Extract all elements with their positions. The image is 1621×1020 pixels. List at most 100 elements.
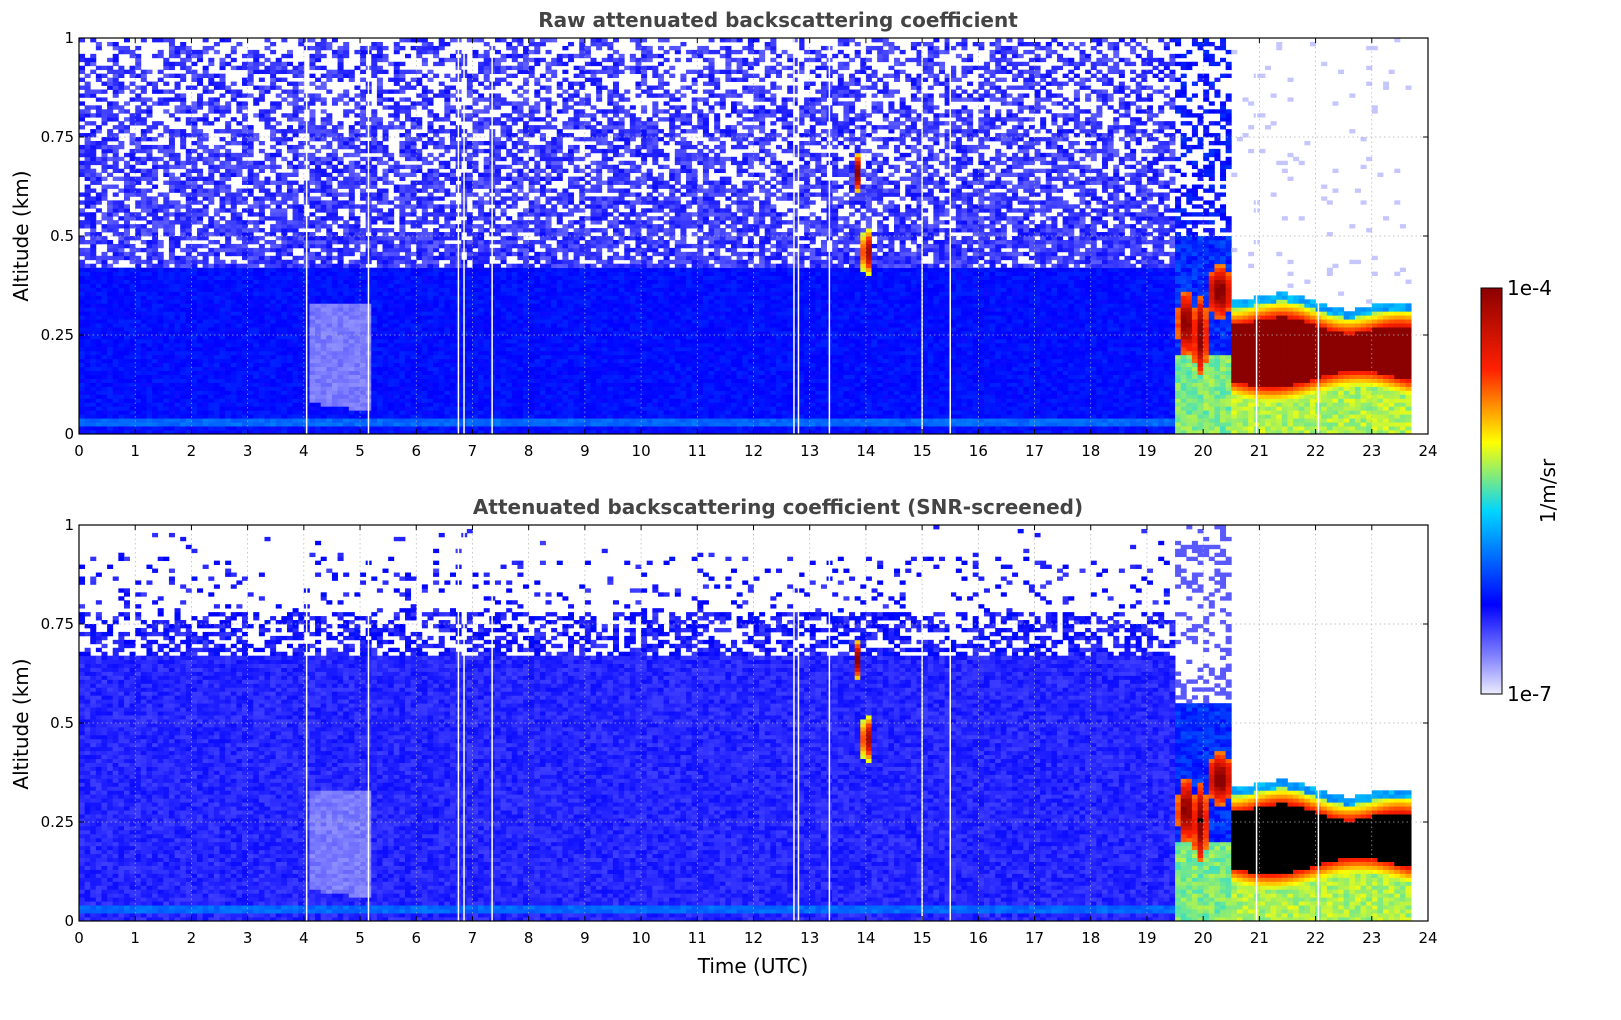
heatmap-cell — [191, 371, 197, 375]
heatmap-cell — [85, 410, 91, 414]
heatmap-cell — [270, 137, 276, 141]
heatmap-cell — [101, 379, 107, 383]
heatmap-cell — [90, 113, 96, 117]
heatmap-cell — [253, 220, 259, 224]
heatmap-cell — [135, 284, 141, 288]
heatmap-cell — [163, 276, 169, 280]
heatmap-cell — [118, 248, 124, 252]
heatmap-cell — [203, 323, 209, 327]
heatmap-cell — [135, 383, 141, 387]
heatmap-cell — [141, 169, 147, 173]
heatmap-cell — [85, 145, 91, 149]
heatmap-cell — [113, 161, 119, 165]
heatmap-cell — [197, 173, 203, 177]
heatmap-cell — [259, 109, 265, 113]
heatmap-cell — [85, 133, 91, 137]
heatmap-cell — [220, 38, 226, 42]
heatmap-cell — [124, 414, 130, 418]
heatmap-cell — [96, 315, 102, 319]
heatmap-cell — [253, 307, 259, 311]
heatmap-cell — [130, 181, 136, 185]
heatmap-cell — [231, 414, 237, 418]
heatmap-cell — [191, 188, 197, 192]
heatmap-cell — [163, 311, 169, 315]
heatmap-cell — [264, 363, 270, 367]
heatmap-cell — [130, 216, 136, 220]
heatmap-cell — [158, 327, 164, 331]
heatmap-cell — [90, 386, 96, 390]
heatmap-cell — [175, 86, 181, 90]
heatmap-cell — [180, 105, 186, 109]
heatmap-cell — [141, 315, 147, 319]
heatmap-cell — [79, 303, 85, 307]
heatmap-cell — [231, 347, 237, 351]
heatmap-cell — [191, 117, 197, 121]
heatmap-cell — [248, 208, 254, 212]
heatmap-cell — [85, 109, 91, 113]
heatmap-cell — [118, 355, 124, 359]
heatmap-cell — [158, 165, 164, 169]
heatmap-cell — [225, 177, 231, 181]
heatmap-cell — [259, 228, 265, 232]
heatmap-cell — [135, 422, 141, 426]
heatmap-cell — [169, 177, 175, 181]
heatmap-cell — [124, 351, 130, 355]
heatmap-cell — [242, 244, 248, 248]
heatmap-cell — [152, 165, 158, 169]
heatmap-cell — [158, 78, 164, 82]
heatmap-cell — [158, 224, 164, 228]
heatmap-cell — [259, 284, 265, 288]
heatmap-cell — [180, 260, 186, 264]
heatmap-cell — [135, 97, 141, 101]
heatmap-cell — [118, 141, 124, 145]
heatmap-cell — [169, 212, 175, 216]
heatmap-cell — [197, 335, 203, 339]
heatmap-cell — [225, 280, 231, 284]
heatmap-cell — [130, 335, 136, 339]
heatmap-cell — [242, 129, 248, 133]
heatmap-cell — [214, 260, 220, 264]
heatmap-cell — [175, 220, 181, 224]
heatmap-cell — [130, 284, 136, 288]
heatmap-cell — [231, 216, 237, 220]
heatmap-cell — [113, 339, 119, 343]
heatmap-cell — [124, 70, 130, 74]
heatmap-cell — [220, 311, 226, 315]
heatmap-cell — [208, 339, 214, 343]
heatmap-cell — [242, 295, 248, 299]
heatmap-cell — [186, 383, 192, 387]
heatmap-cell — [101, 169, 107, 173]
heatmap-cell — [186, 367, 192, 371]
heatmap-cell — [270, 383, 276, 387]
heatmap-cell — [253, 280, 259, 284]
heatmap-cell — [225, 125, 231, 129]
heatmap-cell — [175, 386, 181, 390]
heatmap-cell — [180, 276, 186, 280]
heatmap-cell — [158, 398, 164, 402]
heatmap-cell — [135, 359, 141, 363]
heatmap-cell — [197, 339, 203, 343]
heatmap-cell — [130, 406, 136, 410]
heatmap-cell — [242, 363, 248, 367]
heatmap-cell — [146, 418, 152, 422]
heatmap-cell — [152, 256, 158, 260]
heatmap-cell — [270, 319, 276, 323]
heatmap-cell — [146, 105, 152, 109]
heatmap-cell — [101, 137, 107, 141]
heatmap-cell — [248, 418, 254, 422]
heatmap-cell — [242, 307, 248, 311]
heatmap-cell — [130, 287, 136, 291]
heatmap-cell — [264, 188, 270, 192]
heatmap-cell — [214, 394, 220, 398]
heatmap-cell — [101, 149, 107, 153]
heatmap-cell — [208, 315, 214, 319]
heatmap-cell — [180, 62, 186, 66]
heatmap-cell — [124, 86, 130, 90]
heatmap-cell — [163, 315, 169, 319]
heatmap-cell — [236, 284, 242, 288]
heatmap-cell — [158, 54, 164, 58]
heatmap-cell — [90, 212, 96, 216]
heatmap-cell — [107, 410, 113, 414]
heatmap-cell — [163, 284, 169, 288]
heatmap-cell — [253, 339, 259, 343]
